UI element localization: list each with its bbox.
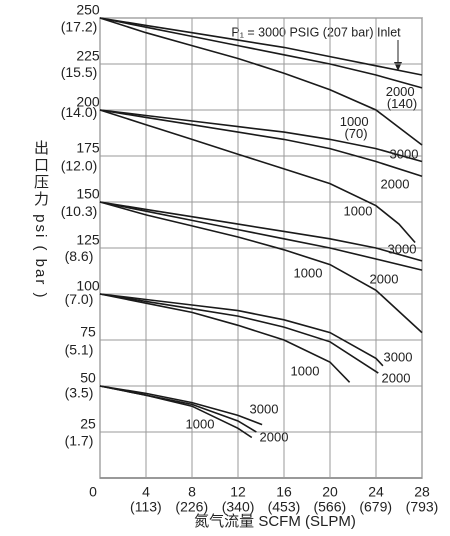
y-tick-label: 225 (76, 48, 100, 64)
y-tick-label: 125 (76, 232, 100, 248)
x-tick-label: 20 (322, 484, 338, 500)
x-tick-label: 16 (276, 484, 292, 500)
x-tick-label: 24 (368, 484, 384, 500)
curve (99, 109, 416, 244)
curve-label: 1000 (294, 265, 323, 280)
curve-label: 2000 (381, 176, 410, 191)
curve (99, 293, 379, 374)
y-tick-label: 50 (80, 370, 96, 386)
curve (99, 385, 257, 433)
y2-tick-label: (3.5) (65, 384, 94, 400)
curve-label: 3000 (390, 146, 419, 161)
x2-tick-label: (453) (268, 499, 301, 515)
y2-tick-label: (5.1) (65, 342, 94, 358)
y-tick-label: 100 (76, 278, 100, 294)
x2-tick-label: (340) (222, 499, 255, 515)
x2-tick-label: (793) (406, 499, 439, 515)
curve (99, 109, 423, 163)
y-tick-label: 200 (76, 94, 100, 110)
curve-label: 2000 (140) (386, 84, 419, 111)
annotation: P₁ = 3000 PSIG (207 bar) Inlet (231, 25, 401, 39)
y-tick-label: 250 (76, 2, 100, 18)
curve (99, 293, 384, 367)
curve-label: 2000 (382, 370, 411, 385)
curve-label: 1000 (344, 203, 373, 218)
curve-label: 2000 (260, 429, 289, 444)
y2-tick-label: (14.0) (61, 104, 98, 120)
y2-tick-label: (12.0) (61, 157, 98, 173)
curve-label: 3000 (388, 241, 417, 256)
curve (99, 385, 253, 439)
x-tick-label: 0 (89, 484, 97, 500)
x-tick-label: 12 (230, 484, 246, 500)
y-tick-label: 150 (76, 186, 100, 202)
y-tick-label: 25 (80, 416, 96, 432)
curve-label: 1000 (291, 363, 320, 378)
y2-tick-label: (1.7) (65, 432, 94, 448)
x-tick-label: 8 (188, 484, 196, 500)
curve (99, 17, 423, 76)
x2-tick-label: (226) (175, 499, 208, 515)
x-tick-label: 28 (414, 484, 430, 500)
curve-label: 3000 (250, 401, 279, 416)
y2-tick-label: (17.2) (61, 19, 98, 35)
curve-label: 1000 (70) (340, 114, 373, 141)
y-tick-label: 75 (80, 324, 96, 340)
y-tick-label: 175 (76, 140, 100, 156)
curve (99, 201, 423, 271)
x2-tick-label: (566) (313, 499, 346, 515)
x-tick-label: 4 (142, 484, 150, 500)
curve (99, 293, 351, 383)
y2-tick-label: (7.0) (65, 291, 94, 307)
curve-label: 2000 (370, 271, 399, 286)
y2-tick-label: (15.5) (61, 64, 98, 80)
x-axis-title: 氮气流量 SCFM (SLPM) (194, 513, 356, 530)
curve-label: 1000 (186, 416, 215, 431)
curve (99, 385, 263, 426)
curve (99, 17, 423, 89)
curve (99, 17, 423, 146)
curve (99, 201, 423, 334)
y2-tick-label: (8.6) (65, 248, 94, 264)
curve (99, 201, 423, 262)
x2-tick-label: (679) (359, 499, 392, 515)
curve (99, 109, 423, 177)
x2-tick-label: (113) (130, 499, 162, 515)
y2-tick-label: (10.3) (61, 203, 98, 219)
y-axis-title: 出口压力 psi ( bar ) (32, 140, 49, 300)
curve-label: 3000 (384, 349, 413, 364)
